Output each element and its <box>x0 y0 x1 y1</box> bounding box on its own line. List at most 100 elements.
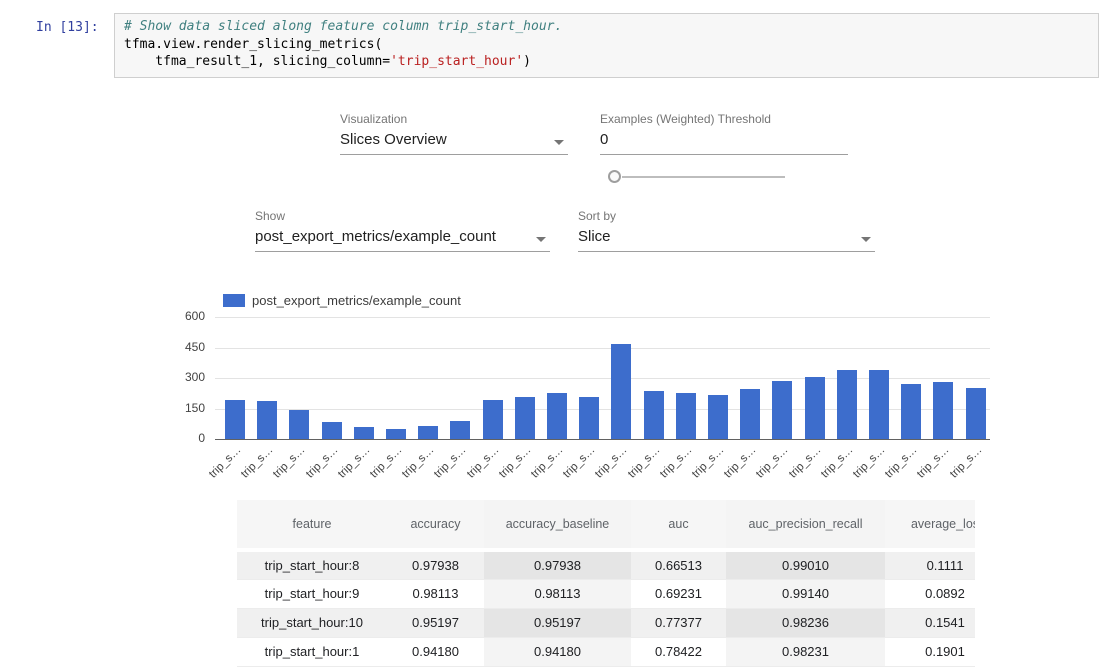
code-text: tfma_result_1, slicing_column= <box>124 54 390 69</box>
table-row: trip_start_hour:80.979380.979380.665130.… <box>237 550 975 579</box>
show-label: Show <box>255 209 285 223</box>
column-header[interactable]: average_los <box>885 500 975 550</box>
bar[interactable] <box>869 370 889 439</box>
table-cell: 0.99140 <box>726 579 885 608</box>
bar[interactable] <box>579 397 599 439</box>
code-text: ) <box>523 54 531 69</box>
column-header[interactable]: accuracy_baseline <box>484 500 631 550</box>
table-cell: 0.98113 <box>484 579 631 608</box>
metrics-table: featureaccuracyaccuracy_baselineaucauc_p… <box>237 500 975 670</box>
table-cell: 0.1111 <box>885 550 975 579</box>
threshold-slider-track[interactable] <box>622 176 785 178</box>
column-header[interactable]: auc_precision_recall <box>726 500 885 550</box>
table-header-row: featureaccuracyaccuracy_baselineaucauc_p… <box>237 500 975 550</box>
table-cell: 0.69231 <box>631 579 726 608</box>
gridline <box>215 439 990 440</box>
table-cell: 0.98113 <box>387 579 484 608</box>
visualization-value: Slices Overview <box>340 128 568 148</box>
input-prompt: In [13]: <box>36 20 99 35</box>
table-cell: 0.99010 <box>726 550 885 579</box>
bar[interactable] <box>933 382 953 439</box>
table-cell: 0.98231 <box>726 637 885 666</box>
bar[interactable] <box>225 400 245 439</box>
table-cell: 0.94180 <box>484 637 631 666</box>
table-row: trip_start_hour:90.981130.981130.692310.… <box>237 579 975 608</box>
column-header[interactable]: accuracy <box>387 500 484 550</box>
y-axis-tick-label: 0 <box>163 431 205 445</box>
table-row: trip_start_hour:100.951970.951970.773770… <box>237 608 975 637</box>
show-value: post_export_metrics/example_count <box>255 225 550 245</box>
legend-label: post_export_metrics/example_count <box>252 293 461 308</box>
visualization-select[interactable]: Slices Overview <box>340 128 568 155</box>
bar[interactable] <box>450 421 470 439</box>
dropdown-arrow-icon[interactable] <box>554 140 564 145</box>
table-cell: 0.78422 <box>631 637 726 666</box>
gridline <box>215 348 990 349</box>
sort-by-value: Slice <box>578 225 875 245</box>
dropdown-arrow-icon[interactable] <box>536 237 546 242</box>
bar[interactable] <box>386 429 406 439</box>
bar-chart: 0150300450600trip_s…trip_s…trip_s…trip_s… <box>215 317 990 439</box>
bar[interactable] <box>611 344 631 439</box>
code-line: # Show data sliced along feature column … <box>124 18 1089 36</box>
table-cell: trip_start_hour:10 <box>237 608 387 637</box>
bar[interactable] <box>354 427 374 439</box>
threshold-label: Examples (Weighted) Threshold <box>600 112 771 126</box>
column-header[interactable]: feature <box>237 500 387 550</box>
code-cell[interactable]: # Show data sliced along feature column … <box>114 13 1099 78</box>
table-cell: trip_start_hour:9 <box>237 579 387 608</box>
table-cell: trip_start_hour:1 <box>237 637 387 666</box>
bar[interactable] <box>515 397 535 439</box>
bar[interactable] <box>805 377 825 439</box>
bar[interactable] <box>644 391 664 439</box>
bar[interactable] <box>966 388 986 439</box>
sort-by-select[interactable]: Slice <box>578 225 875 252</box>
table-cell: 0.1541 <box>885 608 975 637</box>
table-cell: 0.97938 <box>387 550 484 579</box>
y-axis-tick-label: 150 <box>163 401 205 415</box>
bar[interactable] <box>837 370 857 439</box>
bar[interactable] <box>418 426 438 439</box>
table-cell: 0.97938 <box>484 550 631 579</box>
table-row: trip_start_hour:10.941800.941800.784220.… <box>237 637 975 666</box>
visualization-label: Visualization <box>340 112 407 126</box>
bar[interactable] <box>708 395 728 439</box>
table-cell: 0.95197 <box>387 608 484 637</box>
code-string: 'trip_start_hour' <box>390 54 523 69</box>
threshold-input[interactable]: 0 <box>600 128 848 155</box>
bar[interactable] <box>901 384 921 439</box>
threshold-value: 0 <box>600 128 848 148</box>
bar[interactable] <box>257 401 277 439</box>
bar[interactable] <box>772 381 792 439</box>
gridline <box>215 317 990 318</box>
table-cell: 0.94180 <box>387 637 484 666</box>
code-comment: # Show data sliced along feature column … <box>124 19 562 34</box>
table-cell: 0.1901 <box>885 637 975 666</box>
column-header[interactable]: auc <box>631 500 726 550</box>
sort-by-label: Sort by <box>578 209 616 223</box>
table-cell: trip_start_hour:8 <box>237 550 387 579</box>
table-cell: 0.77377 <box>631 608 726 637</box>
y-axis-tick-label: 600 <box>163 309 205 323</box>
metrics-table-grid: featureaccuracyaccuracy_baselineaucauc_p… <box>237 500 975 667</box>
table-cell: 0.95197 <box>484 608 631 637</box>
threshold-slider-thumb[interactable] <box>608 170 621 183</box>
bar[interactable] <box>322 422 342 439</box>
show-select[interactable]: post_export_metrics/example_count <box>255 225 550 252</box>
code-text: tfma.view.render_slicing_metrics( <box>124 37 382 52</box>
legend-swatch <box>223 294 245 307</box>
table-cell: 0.0892 <box>885 579 975 608</box>
table-cell: 0.66513 <box>631 550 726 579</box>
table-cell: 0.98236 <box>726 608 885 637</box>
y-axis-tick-label: 450 <box>163 340 205 354</box>
bar[interactable] <box>483 400 503 439</box>
dropdown-arrow-icon[interactable] <box>861 237 871 242</box>
code-line: tfma_result_1, slicing_column='trip_star… <box>124 53 1089 71</box>
bar[interactable] <box>289 410 309 439</box>
bar[interactable] <box>740 389 760 439</box>
table-body: trip_start_hour:80.979380.979380.665130.… <box>237 550 975 666</box>
y-axis-tick-label: 300 <box>163 370 205 384</box>
bar[interactable] <box>676 393 696 439</box>
code-line: tfma.view.render_slicing_metrics( <box>124 36 1089 54</box>
bar[interactable] <box>547 393 567 439</box>
